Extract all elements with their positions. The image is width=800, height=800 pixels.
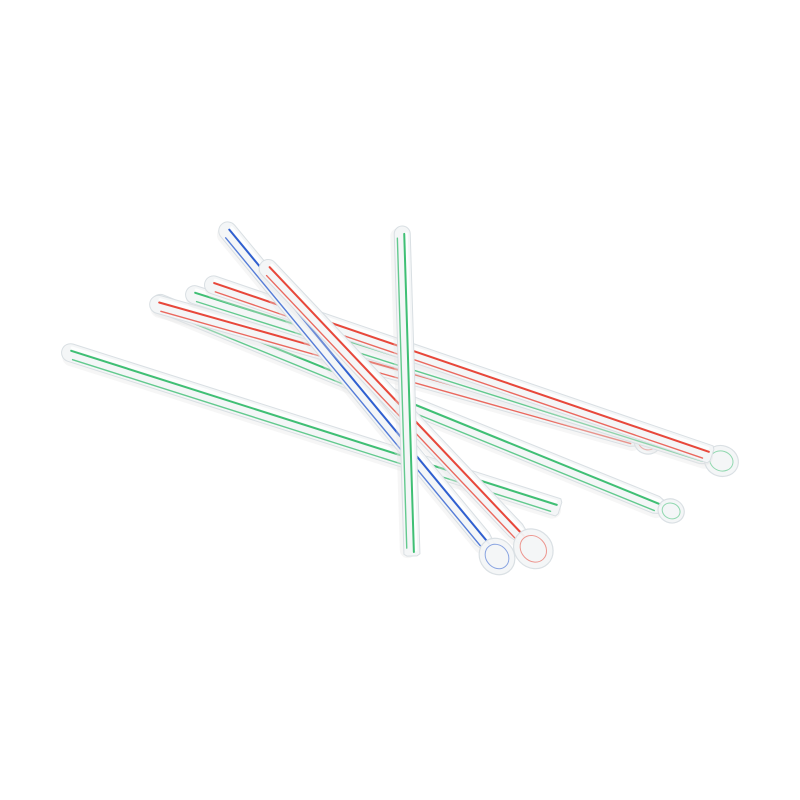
straw-stripe bbox=[396, 237, 408, 549]
straws-group bbox=[61, 221, 739, 576]
straw-stripe bbox=[224, 237, 481, 547]
straw-stripe bbox=[160, 310, 632, 445]
straw-7 bbox=[257, 259, 554, 570]
straw-8 bbox=[390, 225, 421, 559]
straw-stripe bbox=[195, 300, 704, 463]
straw-stripe bbox=[268, 266, 525, 537]
straw-stripe bbox=[265, 274, 516, 540]
straw-stripe bbox=[403, 232, 415, 553]
